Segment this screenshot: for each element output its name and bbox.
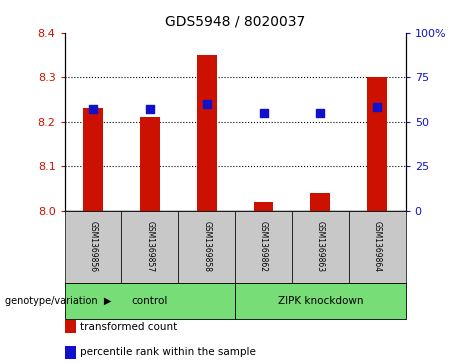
Text: ZIPK knockdown: ZIPK knockdown xyxy=(278,296,363,306)
Text: GSM1369858: GSM1369858 xyxy=(202,221,211,272)
Bar xyxy=(254,202,273,211)
Text: GSM1369856: GSM1369856 xyxy=(89,221,97,272)
Point xyxy=(203,101,210,107)
Bar xyxy=(121,211,178,283)
Point xyxy=(146,106,154,112)
Bar xyxy=(140,117,160,211)
Point xyxy=(260,110,267,115)
Bar xyxy=(235,283,406,319)
Text: transformed count: transformed count xyxy=(80,322,177,332)
Bar xyxy=(235,211,292,283)
Title: GDS5948 / 8020037: GDS5948 / 8020037 xyxy=(165,15,305,29)
Text: percentile rank within the sample: percentile rank within the sample xyxy=(80,347,256,357)
Bar xyxy=(197,55,217,211)
Bar xyxy=(65,283,235,319)
Text: control: control xyxy=(132,296,168,306)
Point xyxy=(317,110,324,115)
Bar xyxy=(349,211,406,283)
Bar xyxy=(178,211,235,283)
Text: genotype/variation  ▶: genotype/variation ▶ xyxy=(5,296,111,306)
Bar xyxy=(83,108,103,211)
Bar xyxy=(310,193,331,211)
Point xyxy=(373,105,381,110)
Bar xyxy=(292,211,349,283)
Bar xyxy=(367,77,387,211)
Point xyxy=(89,106,97,112)
Bar xyxy=(65,211,121,283)
Text: GSM1369864: GSM1369864 xyxy=(373,221,382,272)
Text: GSM1369863: GSM1369863 xyxy=(316,221,325,272)
Text: GSM1369862: GSM1369862 xyxy=(259,221,268,272)
Text: GSM1369857: GSM1369857 xyxy=(145,221,154,272)
